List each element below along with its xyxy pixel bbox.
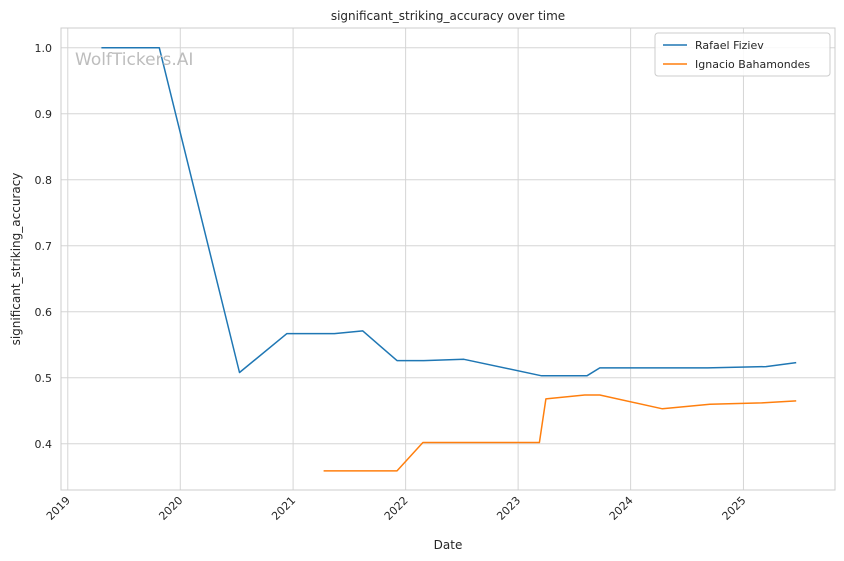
x-tick-label: 2023 [494, 494, 523, 523]
x-tick-label: 2025 [720, 494, 749, 523]
y-tick-label: 0.6 [35, 306, 53, 319]
series-lines [101, 47, 797, 472]
legend-box [654, 32, 831, 77]
legend-label-ignacio-bahamondes: Ignacio Bahamondes [695, 58, 810, 71]
x-tick-label: 2024 [607, 494, 636, 523]
x-tick-label: 2019 [44, 494, 73, 523]
x-axis-title: Date [434, 538, 463, 552]
plot-area [61, 28, 835, 490]
y-tick-label: 1.0 [35, 42, 53, 55]
plot-frame [60, 27, 836, 491]
legend: Rafael Fiziev Ignacio Bahamondes [654, 32, 831, 77]
watermark-text: WolfTickers.AI [75, 50, 193, 70]
chart-title: significant_striking_accuracy over time [331, 9, 565, 23]
y-tick-label: 0.5 [35, 372, 53, 385]
legend-label-rafael-fiziev: Rafael Fiziev [695, 39, 764, 52]
y-tick-label: 0.9 [35, 108, 53, 121]
x-tick-label: 2020 [156, 494, 185, 523]
y-tick-label: 0.7 [35, 240, 53, 253]
grid-lines [61, 28, 835, 490]
series-line-rafael-fiziev [101, 47, 797, 377]
y-axis-title: significant_striking_accuracy [9, 173, 23, 346]
series-line-ignacio-bahamondes [323, 394, 797, 472]
x-tick-label: 2022 [382, 494, 411, 523]
x-tick-label: 2021 [269, 494, 298, 523]
y-tick-label: 0.4 [35, 438, 53, 451]
y-tick-label: 0.8 [35, 174, 53, 187]
